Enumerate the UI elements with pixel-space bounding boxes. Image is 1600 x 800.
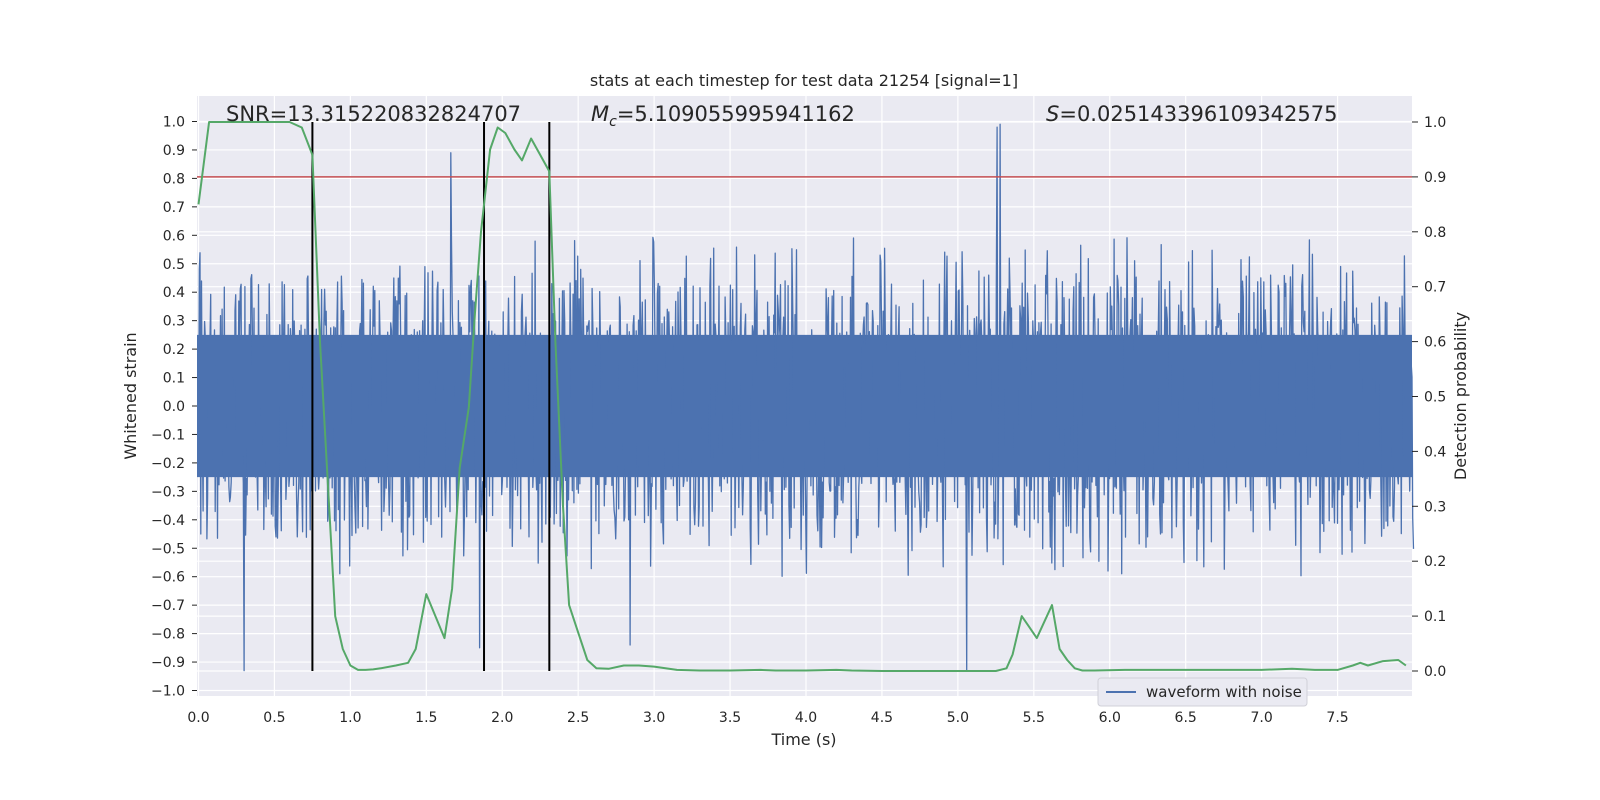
chart-title: stats at each timestep for test data 212… [590, 71, 1018, 90]
x-tick-label: 0.5 [263, 710, 285, 726]
y-right-tick-label: 0.8 [1424, 225, 1446, 241]
y-axis-left-label: Whitened strain [121, 332, 140, 459]
x-tick-label: 5.5 [1023, 710, 1045, 726]
mc-symbol: M [591, 102, 609, 126]
y-left-tick-label: 0.3 [163, 314, 185, 330]
y-right-tick-label: 0.2 [1424, 554, 1446, 570]
y-left-tick-label: −0.7 [151, 598, 185, 614]
waveform-line [197, 123, 1415, 672]
x-tick-label: 2.0 [491, 710, 513, 726]
legend-frame [1097, 677, 1308, 707]
y-right-tick-label: 0.4 [1424, 444, 1446, 460]
x-tick-label: 7.0 [1250, 710, 1272, 726]
chirp-mass-annotation: Mc=5.109055995941162 [591, 102, 855, 130]
y-left-tick-label: −0.1 [151, 427, 185, 443]
x-tick-label: 7.5 [1326, 710, 1348, 726]
y-right-tick-label: 0.5 [1424, 390, 1446, 406]
y-left-tick-label: −0.5 [151, 541, 185, 557]
y-left-tick-label: 1.0 [163, 115, 185, 131]
mc-subscript: c [609, 114, 617, 130]
x-tick-label: 6.0 [1099, 710, 1121, 726]
y-right-tick-label: 1.0 [1424, 115, 1446, 131]
probability-layer [197, 121, 1407, 672]
s-symbol: S [1046, 102, 1059, 126]
y-left-tick-label: 0.6 [163, 228, 185, 244]
y-left-tick-label: −1.0 [151, 684, 185, 700]
x-tick-label: 5.0 [947, 710, 969, 726]
y-left-tick-label: 0.4 [163, 285, 185, 301]
y-right-tick-label: 0.6 [1424, 335, 1446, 351]
legend: waveform with noise [1097, 677, 1308, 707]
probability-line [197, 121, 1407, 672]
y-left-tick-label: −0.4 [151, 513, 185, 529]
x-tick-label: 3.0 [643, 710, 665, 726]
s-annotation: S=0.025143396109342575 [1046, 102, 1337, 126]
y-left-tick-label: −0.2 [151, 456, 185, 472]
y-left-tick-label: 0.0 [163, 399, 185, 415]
y-left-tick-label: −0.3 [151, 484, 185, 500]
y-right-tick-label: 0.7 [1424, 280, 1446, 296]
y-right-tick-label: 0.3 [1424, 499, 1446, 515]
x-tick-label: 3.5 [719, 710, 741, 726]
y-axis-right-label: Detection probability [1451, 312, 1470, 480]
legend-waveform-label: waveform with noise [1146, 683, 1302, 701]
x-tick-label: 4.0 [795, 710, 817, 726]
x-tick-label: 1.5 [415, 710, 437, 726]
mc-value: =5.109055995941162 [617, 102, 855, 126]
y-right-tick-label: 0.0 [1424, 664, 1446, 680]
y-left-tick-label: −0.8 [151, 627, 185, 643]
y-left-tick-label: 0.8 [163, 171, 185, 187]
y-right-tick-label: 0.9 [1424, 170, 1446, 186]
y-left-tick-label: 0.2 [163, 342, 185, 358]
y-left-tick-label: 0.5 [163, 257, 185, 273]
x-tick-label: 2.5 [567, 710, 589, 726]
y-right-tick-label: 0.1 [1424, 609, 1446, 625]
x-tick-label: 4.5 [871, 710, 893, 726]
x-tick-label: 6.5 [1175, 710, 1197, 726]
axis-ticks: 0.0 0.5 1.0 1.5 2.0 2.5 3.0 3.5 4.0 4.5 5.0 5.5 6.0 6… [151, 115, 1446, 727]
s-value: =0.025143396109342575 [1059, 102, 1337, 126]
y-left-tick-label: 0.7 [163, 200, 185, 216]
y-left-tick-label: −0.9 [151, 655, 185, 671]
y-left-tick-label: −0.6 [151, 570, 185, 586]
x-tick-label: 0.0 [187, 710, 209, 726]
waveform-series [197, 123, 1415, 672]
y-left-tick-label: 0.1 [163, 371, 185, 387]
snr-annotation: SNR=13.315220832824707 [226, 102, 521, 126]
x-tick-label: 1.0 [339, 710, 361, 726]
x-axis-label: Time (s) [770, 730, 836, 749]
y-left-tick-label: 0.9 [163, 143, 185, 159]
